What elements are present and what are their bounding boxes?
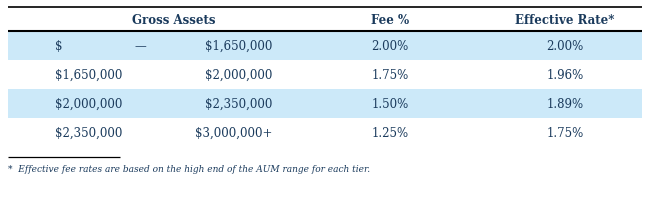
Text: $2,000,000: $2,000,000 (55, 98, 122, 110)
Text: $1,650,000: $1,650,000 (55, 69, 122, 82)
Text: 1.89%: 1.89% (547, 98, 584, 110)
Text: 1.75%: 1.75% (547, 126, 584, 139)
Bar (8, 61, 642, 90)
Text: 2.00%: 2.00% (371, 40, 409, 53)
Text: $: $ (55, 40, 62, 53)
Bar (8, 90, 642, 118)
Text: Fee %: Fee % (371, 13, 409, 26)
Text: 1.50%: 1.50% (371, 98, 409, 110)
Bar (8, 32, 642, 61)
Text: —: — (134, 40, 146, 53)
Text: $2,350,000: $2,350,000 (205, 98, 272, 110)
Text: Gross Assets: Gross Assets (132, 13, 215, 26)
Text: Effective Rate*: Effective Rate* (515, 13, 615, 26)
Text: $2,350,000: $2,350,000 (55, 126, 122, 139)
Text: 1.75%: 1.75% (371, 69, 409, 82)
Text: *  Effective fee rates are based on the high end of the AUM range for each tier.: * Effective fee rates are based on the h… (8, 164, 370, 173)
Text: 1.96%: 1.96% (547, 69, 584, 82)
Text: 2.00%: 2.00% (547, 40, 584, 53)
Bar (8, 118, 642, 147)
Text: 1.25%: 1.25% (371, 126, 409, 139)
Text: $1,650,000: $1,650,000 (205, 40, 272, 53)
Text: $2,000,000: $2,000,000 (205, 69, 272, 82)
Text: $3,000,000+: $3,000,000+ (194, 126, 272, 139)
